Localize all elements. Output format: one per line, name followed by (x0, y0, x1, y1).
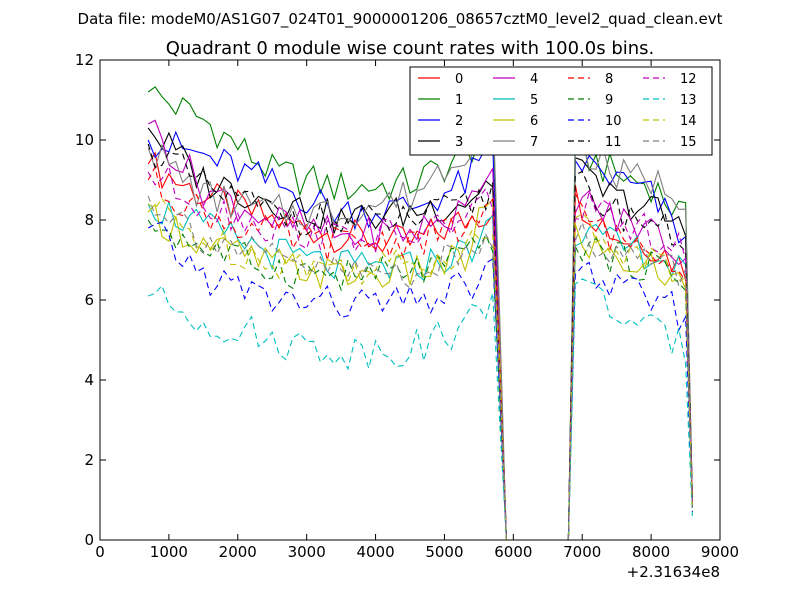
series-1-line (147, 86, 693, 540)
legend-label-14: 14 (680, 114, 697, 129)
legend-label-4: 4 (530, 72, 538, 87)
series-8-line (147, 165, 693, 540)
legend-label-9: 9 (605, 93, 613, 108)
series-13-line (148, 278, 693, 540)
series-2-line (147, 130, 693, 540)
legend-label-11: 11 (605, 135, 622, 150)
series-3-line (147, 127, 693, 540)
legend-label-1: 1 (455, 93, 463, 108)
series-6-line (147, 198, 693, 540)
legend-label-10: 10 (605, 114, 622, 129)
legend-label-2: 2 (455, 114, 463, 129)
series-11-line (147, 143, 693, 540)
x-tick-label: 9000 (701, 543, 739, 561)
x-tick-label: 7000 (563, 543, 601, 561)
legend-label-5: 5 (530, 93, 538, 108)
series-layer (147, 86, 693, 540)
series-10-line (147, 221, 693, 540)
series-12-line (147, 164, 693, 540)
data-file-header: Data file: modeM0/AS1G07_024T01_90000012… (78, 10, 723, 29)
y-tick-label: 6 (84, 291, 94, 309)
x-tick-label: 1000 (150, 543, 188, 561)
x-tick-label: 5000 (425, 543, 463, 561)
x-tick-label: 4000 (356, 543, 394, 561)
x-axis-offset-label: +2.31634e8 (627, 563, 720, 581)
x-tick-label: 6000 (494, 543, 532, 561)
series-15-line (147, 195, 693, 540)
y-tick-label: 8 (84, 211, 94, 229)
y-tick-label: 0 (84, 531, 94, 549)
legend-label-12: 12 (680, 72, 697, 87)
series-7-line (147, 97, 693, 540)
y-tick-label: 10 (75, 131, 94, 149)
y-tick-label: 4 (84, 371, 94, 389)
y-tick-label: 2 (84, 451, 94, 469)
legend-label-15: 15 (680, 135, 697, 150)
y-tick-label: 12 (75, 51, 94, 69)
legend-label-6: 6 (530, 114, 538, 129)
legend-label-13: 13 (680, 93, 697, 108)
legend-label-0: 0 (455, 72, 463, 87)
legend-label-3: 3 (455, 135, 463, 150)
legend-frame (409, 66, 713, 156)
x-tick-label: 2000 (219, 543, 257, 561)
chart-title: Quadrant 0 module wise count rates with … (166, 38, 655, 59)
legend-label-7: 7 (530, 135, 538, 150)
x-tick-label: 3000 (288, 543, 326, 561)
x-axis-ticks: 0 1000 2000 3000 4000 5000 6000 7000 8000 9000 (95, 60, 739, 561)
series-0-line (147, 151, 693, 540)
legend-label-8: 8 (605, 72, 613, 87)
x-tick-label: 0 (95, 543, 105, 561)
series-5-line (147, 199, 693, 540)
x-tick-label: 8000 (632, 543, 670, 561)
series-9-line (147, 219, 693, 540)
series-14-line (147, 197, 693, 540)
